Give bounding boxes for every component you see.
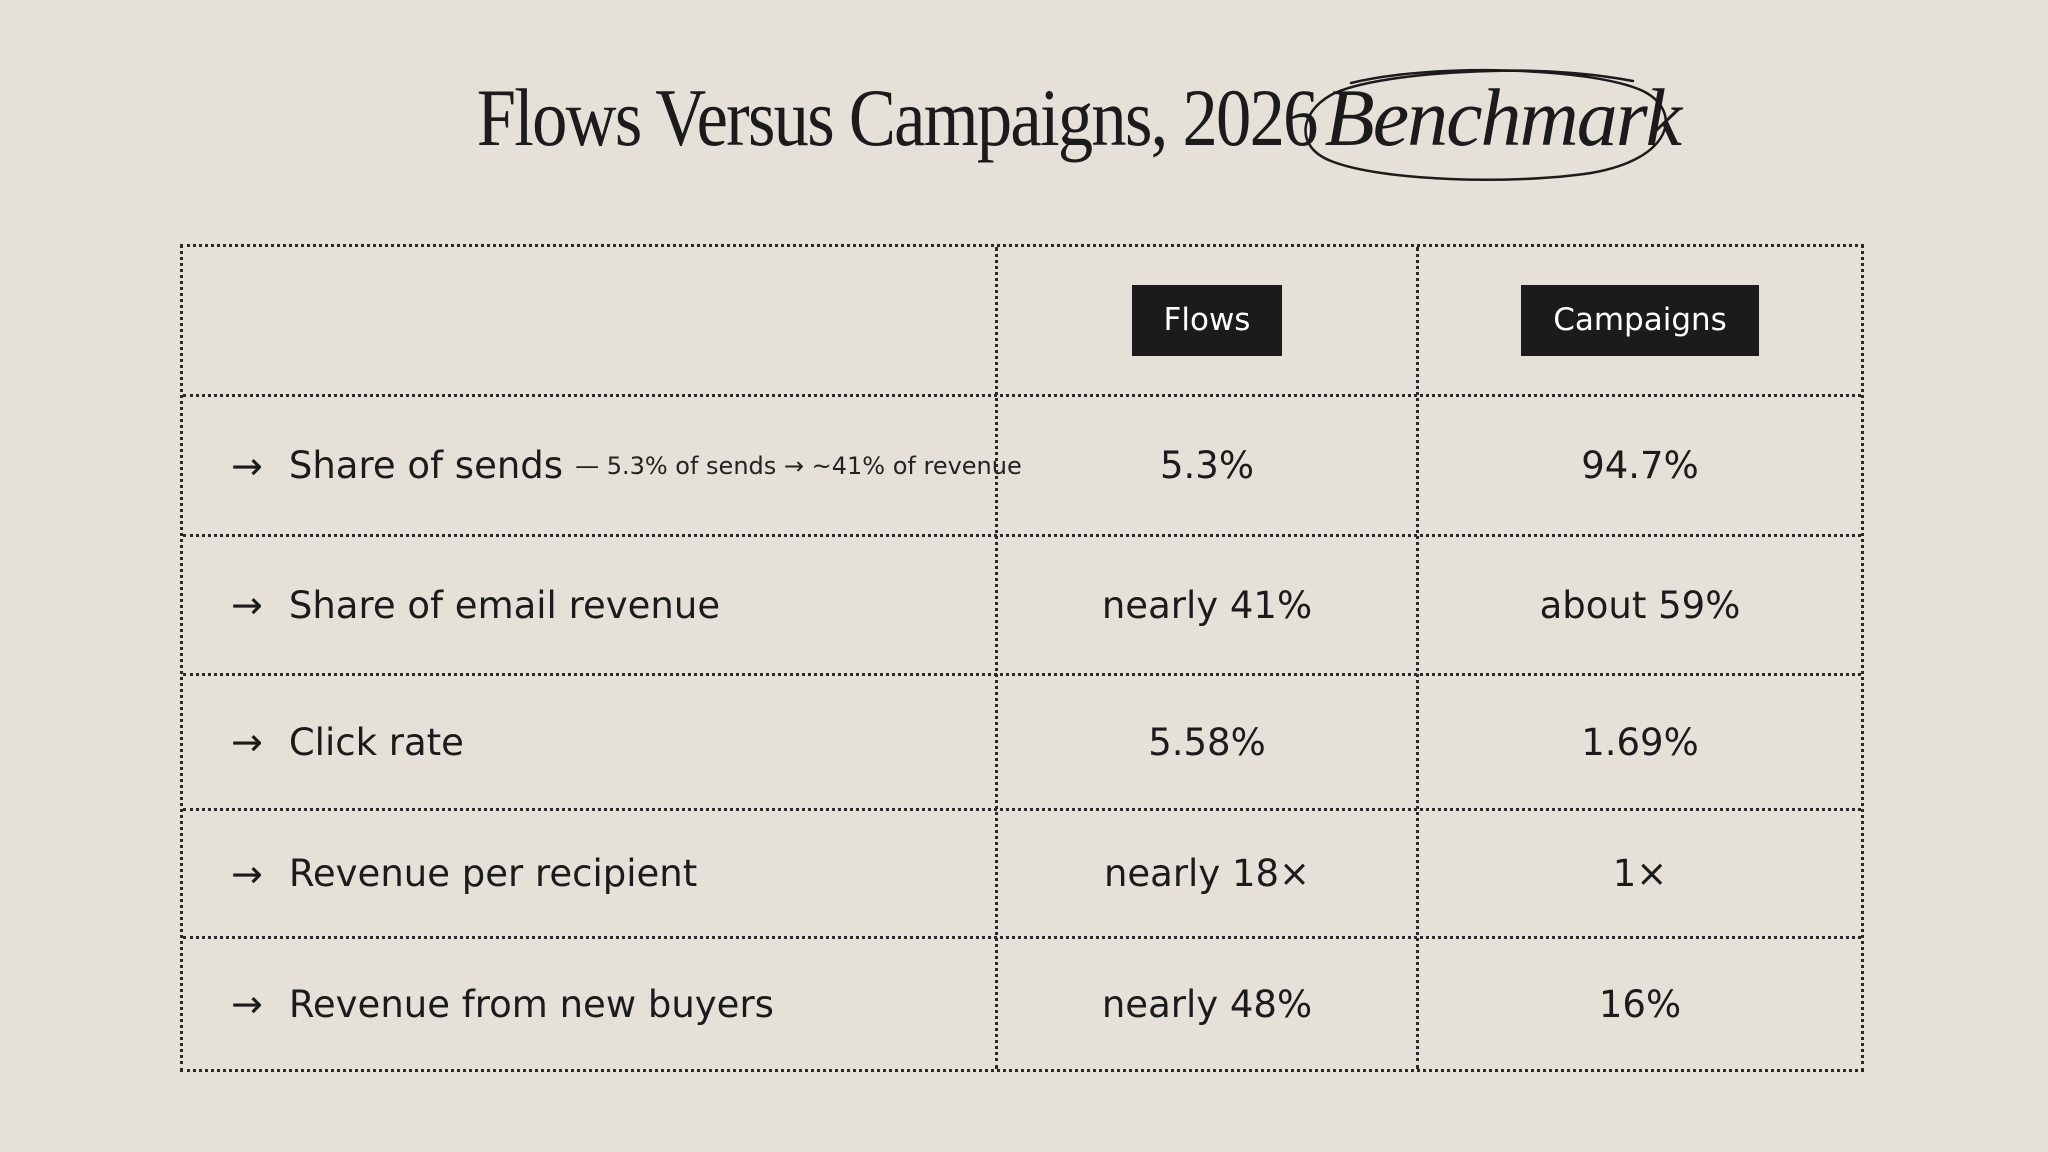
table-cell-campaigns: 1.69%: [1581, 720, 1699, 764]
table-cell-campaigns: about 59%: [1539, 583, 1741, 627]
table-cell-campaigns: 1×: [1612, 852, 1668, 895]
table-row-label: → Click rate: [183, 676, 995, 808]
title-accent: Benchmark: [1297, 68, 1708, 181]
row-label-text: Share of email revenue: [288, 583, 721, 627]
row-label-text: Click rate: [288, 720, 464, 764]
title-main: Flows Versus Campaigns, 2026: [476, 72, 1319, 163]
arrow-right-icon: →: [231, 583, 263, 627]
header-flows-cell: Flows: [998, 247, 1416, 394]
row-divider: [183, 808, 1861, 811]
table-cell-campaigns: 94.7%: [1581, 444, 1699, 487]
table-cell-campaigns: 16%: [1598, 982, 1682, 1026]
title: Flows Versus Campaigns, 2026 Benchmark: [0, 48, 2048, 188]
column-header-flows: Flows: [1131, 285, 1283, 356]
table-cell-flows: 5.3%: [1160, 444, 1254, 487]
row-divider: [183, 534, 1861, 537]
row-note: — 5.3% of sends → ~41% of revenue: [575, 451, 1022, 480]
arrow-right-icon: →: [231, 443, 263, 488]
row-divider: [183, 673, 1861, 676]
arrow-right-icon: →: [231, 720, 263, 764]
title-accent-text: Benchmark: [1324, 72, 1682, 163]
table-cell-flows: nearly 48%: [1101, 982, 1313, 1026]
row-label-text: Revenue from new buyers: [288, 982, 774, 1026]
column-divider: [995, 247, 998, 1069]
table-row-label: → Revenue per recipient: [183, 811, 995, 936]
column-header-campaigns: Campaigns: [1521, 285, 1759, 356]
arrow-right-icon: →: [231, 851, 263, 896]
comparison-table: Flows Campaigns → Share of sends — 5.3% …: [180, 244, 1864, 1072]
table-cell-flows: nearly 41%: [1101, 583, 1313, 627]
table-row-label: → Share of email revenue: [183, 537, 995, 673]
column-divider: [1416, 247, 1419, 1069]
header-campaigns-cell: Campaigns: [1419, 247, 1861, 394]
table-row-label: → Share of sends — 5.3% of sends → ~41% …: [183, 397, 1022, 534]
row-label-text: Revenue per recipient: [288, 852, 698, 895]
row-label-text: Share of sends: [288, 444, 564, 487]
table-cell-flows: nearly 18×: [1103, 852, 1311, 895]
table-row-label: → Revenue from new buyers: [183, 939, 995, 1069]
arrow-right-icon: →: [231, 982, 263, 1026]
row-divider: [183, 936, 1861, 939]
row-divider: [183, 394, 1861, 397]
table-cell-flows: 5.58%: [1148, 720, 1266, 764]
